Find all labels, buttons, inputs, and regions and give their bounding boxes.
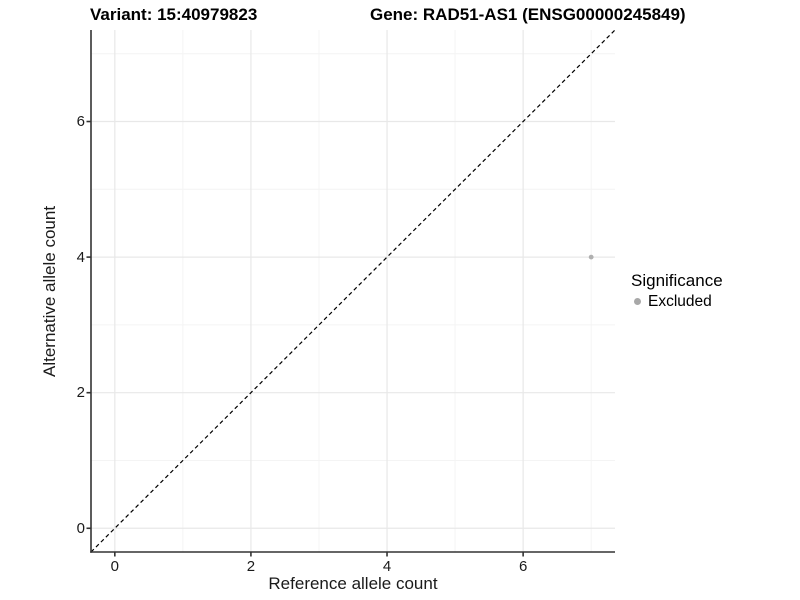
y-tick-label: 4 (76, 248, 85, 266)
legend-title: Significance (631, 271, 723, 290)
legend-entry-label: Excluded (648, 293, 712, 310)
identity-line (90, 29, 616, 553)
data-point (588, 254, 594, 260)
legend-entry-excluded: Excluded (631, 292, 723, 311)
x-axis-label: Reference allele count (268, 574, 438, 593)
y-tick-label: 0 (76, 519, 85, 537)
legend: Significance Excluded (631, 270, 723, 311)
y-tick-label: 6 (76, 113, 85, 131)
x-tick-label: 2 (246, 558, 256, 575)
plot-title-gene: Gene: RAD51-AS1 (ENSG00000245849) (370, 5, 686, 24)
y-tick-label: 2 (76, 384, 85, 402)
plot-title-variant: Variant: 15:40979823 (90, 5, 258, 24)
x-tick-label: 6 (518, 558, 528, 575)
x-tick-label: 0 (110, 558, 119, 575)
x-tick-label: 4 (382, 558, 392, 575)
legend-point-icon (634, 298, 641, 305)
